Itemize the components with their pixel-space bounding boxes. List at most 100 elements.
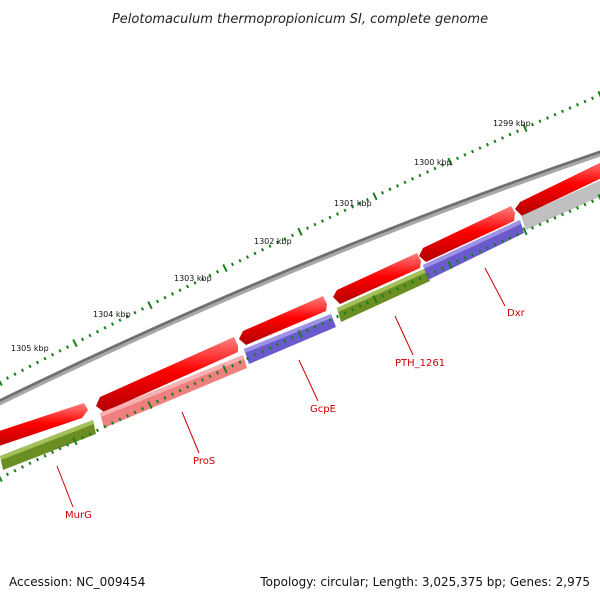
gene-label-pros[interactable]: ProS bbox=[193, 456, 215, 467]
outer-scale-tick bbox=[147, 301, 153, 310]
inner-scale-tick bbox=[478, 249, 482, 254]
inner-scale-tick bbox=[140, 406, 145, 411]
outer-scale-tick bbox=[275, 240, 280, 245]
inner-scale-tick bbox=[500, 239, 505, 244]
inner-scale-tick bbox=[583, 202, 587, 207]
inner-scale-tick bbox=[485, 246, 490, 250]
gene-label-gcpe[interactable]: GcpE bbox=[310, 404, 336, 415]
outer-scale-tick bbox=[0, 379, 3, 386]
leader-pth-1261 bbox=[394, 315, 414, 356]
inner-scale-tick bbox=[178, 388, 182, 393]
inner-scale-tick bbox=[380, 294, 385, 298]
outer-scale-tick bbox=[155, 299, 160, 304]
inner-scale-tick bbox=[297, 329, 303, 339]
inner-scale-tick bbox=[88, 432, 92, 436]
inner-scale-tick bbox=[530, 226, 535, 230]
outer-scale-tick bbox=[193, 281, 197, 285]
gene-label-murg[interactable]: MurG bbox=[65, 510, 92, 521]
inner-scale-tick bbox=[568, 209, 572, 214]
outer-scale-tick bbox=[178, 288, 182, 293]
inner-scale-tick bbox=[155, 399, 160, 404]
outer-scale-tick bbox=[388, 187, 392, 192]
gene-forward-6[interactable] bbox=[515, 158, 600, 216]
inner-scale-tick bbox=[35, 457, 40, 462]
inner-scale-tick bbox=[328, 318, 332, 322]
outer-scale-tick bbox=[72, 339, 78, 348]
inner-scale-tick bbox=[185, 385, 190, 389]
outer-scale-tick bbox=[433, 166, 437, 171]
gene-label-dxr[interactable]: Dxr bbox=[507, 308, 526, 319]
inner-scale-tick bbox=[253, 353, 257, 357]
outer-scale-tick bbox=[418, 173, 422, 178]
gene-pth-1261-bar[interactable] bbox=[337, 268, 430, 322]
inner-scale-tick bbox=[260, 349, 265, 354]
outer-scale-tick bbox=[95, 329, 100, 334]
gene-pros-highlight bbox=[100, 355, 244, 417]
inner-scale-tick bbox=[447, 260, 453, 270]
outer-scale-tick bbox=[358, 201, 362, 206]
outer-scale-tick bbox=[538, 119, 542, 124]
outer-scale-tick bbox=[140, 307, 145, 311]
scale-label-1301: 1301 kbp bbox=[334, 199, 372, 208]
outer-scale-tick bbox=[80, 337, 85, 342]
outer-scale-tick bbox=[470, 149, 475, 154]
outer-scale-tick bbox=[125, 314, 130, 319]
inner-scale-tick bbox=[28, 461, 32, 466]
inner-scale-tick bbox=[103, 424, 107, 429]
gene-dxr-highlight bbox=[423, 220, 521, 269]
outer-scale-tick bbox=[372, 192, 378, 201]
inner-scale-tick bbox=[268, 346, 272, 350]
outer-scale-tick bbox=[493, 139, 497, 144]
scale-label-1299: 1299 kbp bbox=[493, 119, 531, 128]
outer-scale-tick bbox=[425, 170, 430, 174]
inner-scale-tick bbox=[147, 400, 153, 410]
outer-scale-tick bbox=[320, 219, 325, 223]
inner-scale-tick bbox=[553, 216, 557, 220]
outer-scale-tick bbox=[305, 226, 310, 230]
outer-scale-tick bbox=[380, 191, 385, 195]
inner-scale-tick bbox=[575, 206, 580, 210]
inner-scale-tick bbox=[388, 290, 392, 295]
inner-scale-ticks bbox=[0, 193, 600, 483]
outer-scale-tick bbox=[545, 116, 550, 120]
scale-label-1304: 1304 kbp bbox=[93, 310, 131, 319]
gene-forward-2[interactable] bbox=[96, 337, 238, 412]
outer-scale-tick bbox=[500, 136, 505, 140]
inner-scale-tick bbox=[522, 227, 528, 236]
inner-scale-tick bbox=[365, 300, 370, 305]
outer-scale-tick bbox=[395, 184, 400, 188]
gene-forward-4[interactable] bbox=[333, 253, 421, 304]
outer-scale-tick bbox=[455, 156, 460, 161]
inner-scale-tick bbox=[20, 465, 25, 469]
outer-scale-tick bbox=[463, 153, 467, 157]
gene-trailing-bar[interactable] bbox=[521, 176, 600, 230]
inner-scale-tick bbox=[433, 270, 437, 274]
gene-forward-5[interactable] bbox=[419, 206, 515, 262]
outer-scale-tick bbox=[575, 103, 580, 107]
outer-scale-tick bbox=[590, 96, 595, 101]
inner-scale-tick bbox=[230, 363, 235, 368]
outer-scale-tick bbox=[335, 212, 340, 216]
gene-pros-bar[interactable] bbox=[100, 355, 247, 428]
inner-scale-tick bbox=[395, 287, 400, 291]
outer-scale-tick bbox=[260, 247, 265, 252]
inner-scale-tick bbox=[590, 199, 595, 204]
inner-scale-tick bbox=[358, 304, 362, 308]
inner-scale-tick bbox=[275, 342, 280, 347]
scale-label-1303: 1303 kbp bbox=[174, 274, 212, 283]
outer-scale-tick bbox=[515, 129, 520, 134]
outer-scale-tick bbox=[522, 123, 528, 133]
leader-gcpe bbox=[298, 359, 319, 402]
gene-pth-1261-highlight bbox=[337, 268, 427, 312]
outer-scale-tick bbox=[133, 310, 137, 315]
inner-scale-tick bbox=[133, 410, 137, 415]
leader-pros bbox=[181, 411, 200, 454]
gene-label-pth-1261[interactable]: PTH_1261 bbox=[395, 358, 445, 369]
outer-scale-tick bbox=[508, 132, 512, 137]
outer-scale-tick bbox=[103, 326, 107, 330]
gene-forward-3[interactable] bbox=[239, 296, 327, 345]
gene-gcpe-bar[interactable] bbox=[244, 314, 336, 364]
gene-forward-1[interactable] bbox=[0, 403, 88, 449]
gene-dxr-bar[interactable] bbox=[423, 220, 524, 280]
outer-scale-tick bbox=[440, 163, 445, 167]
